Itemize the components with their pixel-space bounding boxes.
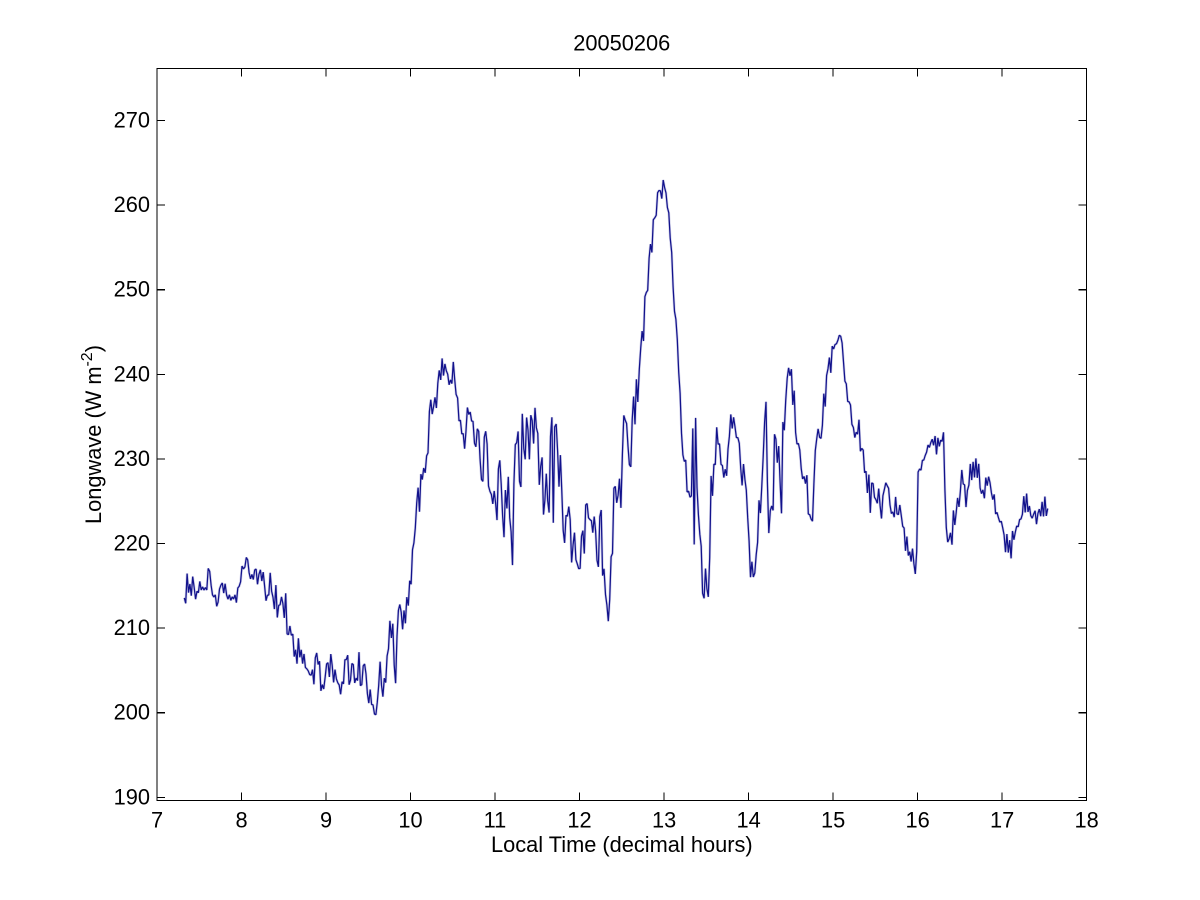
svg-text:260: 260 xyxy=(114,192,150,217)
svg-text:250: 250 xyxy=(114,277,150,302)
svg-text:200: 200 xyxy=(114,700,150,725)
svg-text:15: 15 xyxy=(821,808,845,833)
svg-text:14: 14 xyxy=(736,808,760,833)
svg-text:220: 220 xyxy=(114,531,150,556)
svg-text:16: 16 xyxy=(905,808,929,833)
svg-text:Longwave (W m-2): Longwave (W m-2) xyxy=(79,345,106,524)
svg-text:20050206: 20050206 xyxy=(573,31,670,56)
svg-text:210: 210 xyxy=(114,615,150,640)
svg-text:9: 9 xyxy=(320,808,332,833)
svg-text:11: 11 xyxy=(484,808,507,833)
svg-text:18: 18 xyxy=(1074,808,1098,833)
svg-text:190: 190 xyxy=(114,784,150,809)
svg-text:7: 7 xyxy=(151,808,163,833)
svg-text:12: 12 xyxy=(567,808,591,833)
svg-text:270: 270 xyxy=(114,108,150,133)
svg-text:17: 17 xyxy=(990,808,1014,833)
svg-text:13: 13 xyxy=(652,808,676,833)
svg-text:10: 10 xyxy=(398,808,422,833)
svg-text:240: 240 xyxy=(114,361,150,386)
svg-text:8: 8 xyxy=(235,808,247,833)
svg-text:Local Time (decimal hours): Local Time (decimal hours) xyxy=(491,832,753,857)
svg-text:230: 230 xyxy=(114,446,150,471)
